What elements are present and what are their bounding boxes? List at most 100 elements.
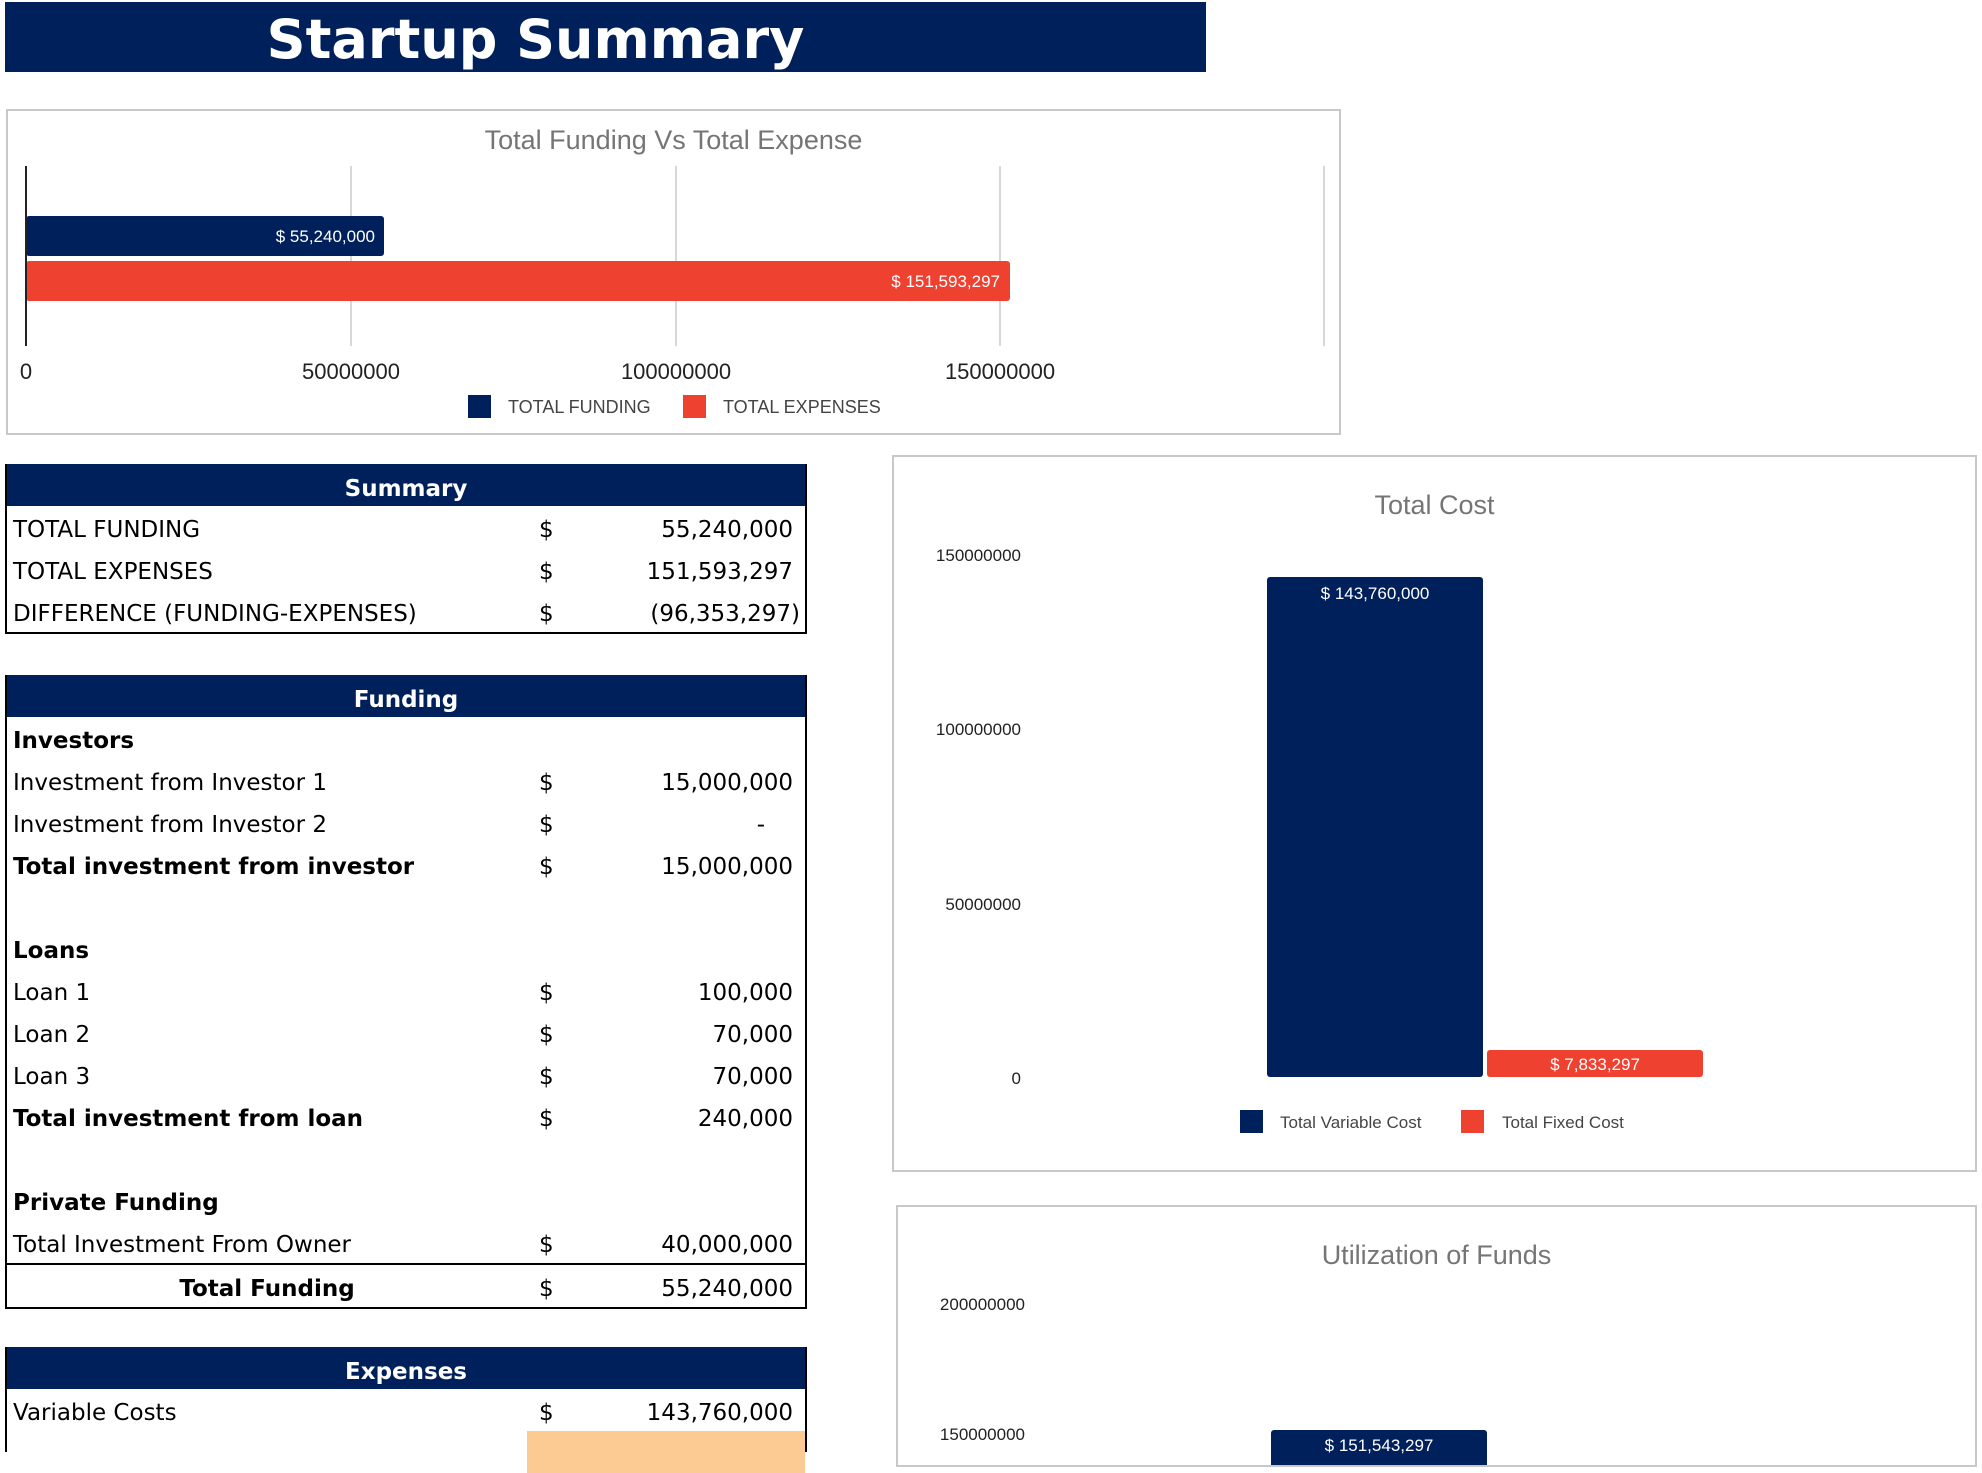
row-value: 15,000,000	[661, 854, 793, 880]
row-value: -	[756, 812, 765, 838]
row-currency: $	[539, 1276, 554, 1302]
row-label: Loan 3	[13, 1064, 91, 1090]
row-value: 40,000,000	[661, 1232, 793, 1258]
table-row: Investment from Investor 2 $ -	[7, 801, 805, 843]
table-row: TOTAL EXPENSES $ 151,593,297	[7, 548, 805, 590]
row-label: Total Funding	[179, 1276, 355, 1302]
tick-label: 100000000	[936, 720, 1021, 739]
tick-label: 150000000	[945, 359, 1055, 384]
table-row: Total Investment From Owner $ 40,000,000	[7, 1221, 805, 1263]
row-currency: $	[539, 1400, 554, 1426]
row-value: (96,353,297)	[650, 601, 800, 627]
row-label: Variable Costs	[13, 1400, 177, 1426]
expenses-header: Expenses	[7, 1347, 805, 1389]
row-currency: $	[539, 812, 554, 838]
row-currency: $	[539, 601, 554, 627]
funding-vs-expense-svg: $ 55,240,000 $ 151,593,297 0 50000000 10…	[20, 166, 1325, 418]
bar-label-funding: $ 55,240,000	[276, 227, 375, 246]
row-currency: $	[539, 517, 554, 543]
row-currency: $	[539, 1064, 554, 1090]
row-value: 70,000	[712, 1064, 793, 1090]
row-label: Loan 2	[13, 1022, 91, 1048]
bar-total-funding	[26, 216, 384, 256]
page-title: Startup Summary	[5, 2, 1206, 72]
row-value: 70,000	[712, 1022, 793, 1048]
funding-vs-expense-chart: Total Funding Vs Total Expense $ 55,240,…	[6, 109, 1341, 435]
legend-swatch-variable	[1240, 1110, 1263, 1133]
section-title-private: Private Funding	[13, 1190, 219, 1216]
summary-header: Summary	[7, 464, 805, 506]
tick-label: 50000000	[945, 895, 1021, 914]
legend-label-expenses: TOTAL EXPENSES	[723, 397, 881, 417]
spacer-row	[7, 885, 805, 927]
tick-label: 150000000	[936, 546, 1021, 565]
row-value: 240,000	[697, 1106, 793, 1132]
legend-label-fixed: Total Fixed Cost	[1502, 1113, 1624, 1132]
tick-label: 200000000	[940, 1295, 1025, 1314]
legend-label-variable: Total Variable Cost	[1280, 1113, 1422, 1132]
table-row-total: Total investment from loan $ 240,000	[7, 1095, 805, 1137]
chart-title: Total Cost	[1374, 490, 1495, 520]
row-label: TOTAL EXPENSES	[13, 559, 213, 585]
chart-title: Total Funding Vs Total Expense	[484, 125, 863, 155]
row-value: 55,240,000	[661, 517, 793, 543]
tick-label: 50000000	[302, 359, 400, 384]
table-row-partial	[7, 1431, 805, 1473]
row-label: TOTAL FUNDING	[13, 517, 201, 543]
legend-swatch-funding	[468, 395, 491, 418]
section-row: Investors	[7, 717, 805, 759]
summary-table: Summary TOTAL FUNDING $ 55,240,000 TOTAL…	[5, 464, 807, 634]
table-row-grand-total: Total Funding $ 55,240,000	[7, 1263, 805, 1307]
row-value: 55,240,000	[661, 1276, 793, 1302]
chart-title: Utilization of Funds	[1321, 1240, 1552, 1270]
table-row: Loan 2 $ 70,000	[7, 1011, 805, 1053]
row-label: Total Investment From Owner	[13, 1232, 352, 1258]
bar-label-variable: $ 143,760,000	[1321, 584, 1430, 603]
section-row: Loans	[7, 927, 805, 969]
utilization-chart: Utilization of Funds 200000000 150000000…	[896, 1205, 1977, 1467]
tick-label: 0	[1012, 1069, 1021, 1088]
table-row-total: Total investment from investor $ 15,000,…	[7, 843, 805, 885]
section-title-investors: Investors	[13, 728, 135, 754]
total-cost-chart: Total Cost 150000000 100000000 50000000 …	[892, 455, 1977, 1172]
row-label: Loan 1	[13, 980, 91, 1006]
row-currency: $	[539, 854, 554, 880]
bar-total-expenses	[26, 261, 1010, 301]
tick-label: 150000000	[940, 1425, 1025, 1444]
row-label: Total investment from investor	[13, 854, 415, 880]
section-row: Private Funding	[7, 1179, 805, 1221]
table-row: Loan 1 $ 100,000	[7, 969, 805, 1011]
table-row: Investment from Investor 1 $ 15,000,000	[7, 759, 805, 801]
bar-label-fixed: $ 7,833,297	[1550, 1055, 1640, 1074]
legend-swatch-fixed	[1461, 1110, 1484, 1133]
bar-label-utilization: $ 151,543,297	[1325, 1436, 1434, 1455]
funding-header: Funding	[7, 675, 805, 717]
row-label: Investment from Investor 2	[13, 812, 328, 838]
legend-label-funding: TOTAL FUNDING	[508, 397, 651, 417]
table-row: Variable Costs $ 143,760,000	[7, 1389, 805, 1431]
row-label: DIFFERENCE (FUNDING-EXPENSES)	[13, 601, 417, 627]
row-currency: $	[539, 559, 554, 585]
row-currency: $	[539, 1022, 554, 1048]
row-currency: $	[539, 980, 554, 1006]
row-currency: $	[539, 1106, 554, 1132]
row-value: 100,000	[697, 980, 793, 1006]
table-row: TOTAL FUNDING $ 55,240,000	[7, 506, 805, 548]
row-currency: $	[539, 770, 554, 796]
funding-table: Funding Investors Investment from Invest…	[5, 675, 807, 1309]
highlighted-cell	[527, 1431, 805, 1473]
row-currency: $	[539, 1232, 554, 1258]
bar-total-variable-cost	[1267, 577, 1483, 1077]
bar-total-fixed-cost	[1487, 1050, 1703, 1077]
legend-swatch-expenses	[683, 395, 706, 418]
row-value: 143,760,000	[646, 1400, 793, 1426]
total-cost-svg: 150000000 100000000 50000000 0 $ 143,760…	[936, 546, 1703, 1133]
row-label: Total investment from loan	[13, 1106, 364, 1132]
row-value: 15,000,000	[661, 770, 793, 796]
table-row: Loan 3 $ 70,000	[7, 1053, 805, 1095]
expenses-table: Expenses Variable Costs $ 143,760,000	[5, 1347, 807, 1473]
tick-label: 100000000	[621, 359, 731, 384]
bar-label-expenses: $ 151,593,297	[891, 272, 1000, 291]
section-title-loans: Loans	[13, 938, 90, 964]
row-label: Investment from Investor 1	[13, 770, 328, 796]
